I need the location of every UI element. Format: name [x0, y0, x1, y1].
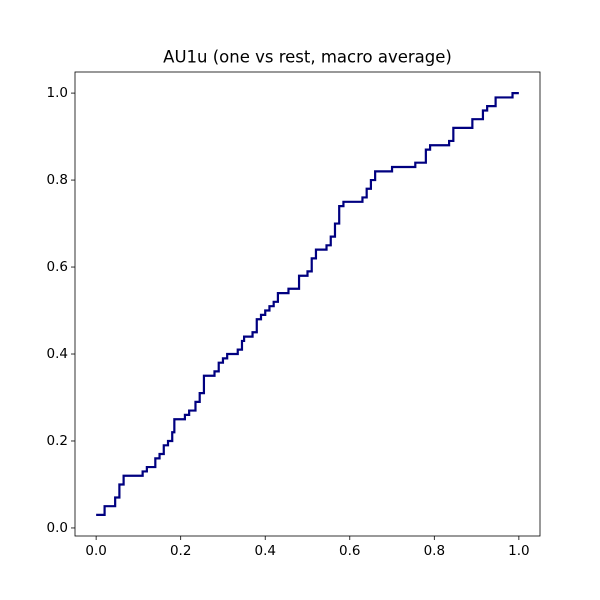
x-tick-label: 0.0 [85, 543, 106, 559]
y-tick-label: 0.6 [47, 259, 68, 275]
y-tick-label: 1.0 [47, 85, 68, 101]
y-tick-label: 0.8 [47, 172, 68, 188]
x-tick-label: 1.0 [508, 543, 529, 559]
data-line [96, 91, 519, 517]
x-tick-label: 0.2 [170, 543, 191, 559]
y-tick-label: 0.4 [47, 346, 68, 362]
x-tick-label: 0.6 [339, 543, 360, 559]
plot-frame [74, 71, 541, 537]
y-tick-label: 0.0 [47, 520, 68, 536]
y-tick-label: 0.2 [47, 433, 68, 449]
x-tick-label: 0.4 [254, 543, 275, 559]
x-tick-label: 0.8 [424, 543, 445, 559]
chart-title: AU1u (one vs rest, macro average) [163, 48, 452, 67]
